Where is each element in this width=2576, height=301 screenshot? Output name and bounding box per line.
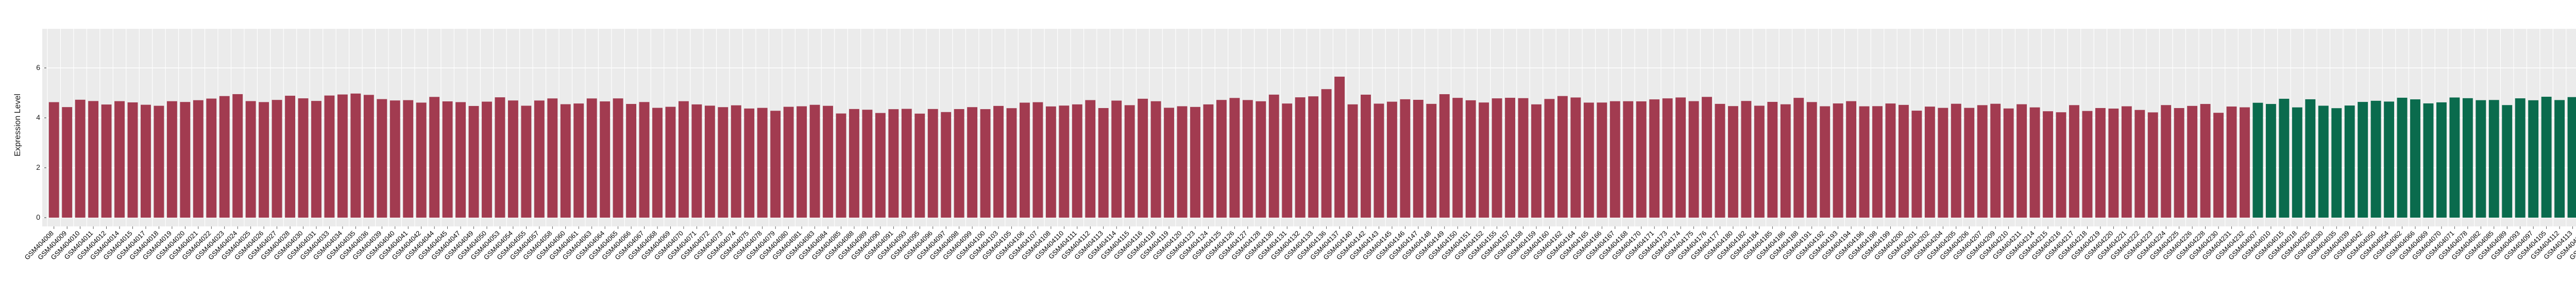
svg-text:0: 0 — [36, 213, 40, 221]
svg-text:2: 2 — [36, 163, 40, 171]
svg-text:Expression Level: Expression Level — [13, 94, 22, 156]
svg-text:4: 4 — [36, 113, 40, 121]
svg-text:6: 6 — [36, 63, 40, 72]
